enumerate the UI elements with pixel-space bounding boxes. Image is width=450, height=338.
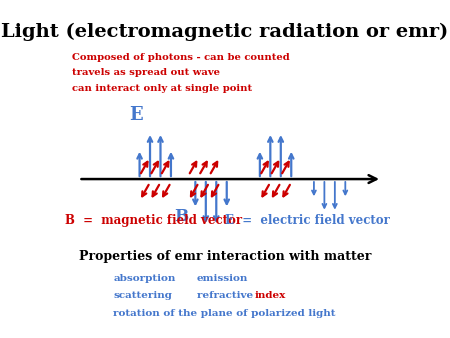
Text: absorption: absorption (113, 273, 176, 283)
Text: E  =  electric field vector: E = electric field vector (225, 214, 390, 227)
Text: emission: emission (197, 273, 248, 283)
Text: rotation of the plane of polarized light: rotation of the plane of polarized light (113, 309, 336, 318)
Text: Properties of emr interaction with matter: Properties of emr interaction with matte… (79, 250, 371, 263)
Text: scattering: scattering (113, 291, 172, 300)
Text: index: index (255, 291, 286, 300)
Text: travels as spread out wave: travels as spread out wave (72, 68, 220, 77)
Text: can interact only at single point: can interact only at single point (72, 83, 252, 93)
Text: E: E (129, 106, 143, 124)
Text: refractive: refractive (197, 291, 257, 300)
Text: Composed of photons - can be counted: Composed of photons - can be counted (72, 53, 289, 62)
Text: Light (electromagnetic radiation or emr): Light (electromagnetic radiation or emr) (1, 23, 449, 42)
Text: B: B (175, 208, 189, 224)
Text: B  =  magnetic field vector: B = magnetic field vector (65, 214, 242, 227)
